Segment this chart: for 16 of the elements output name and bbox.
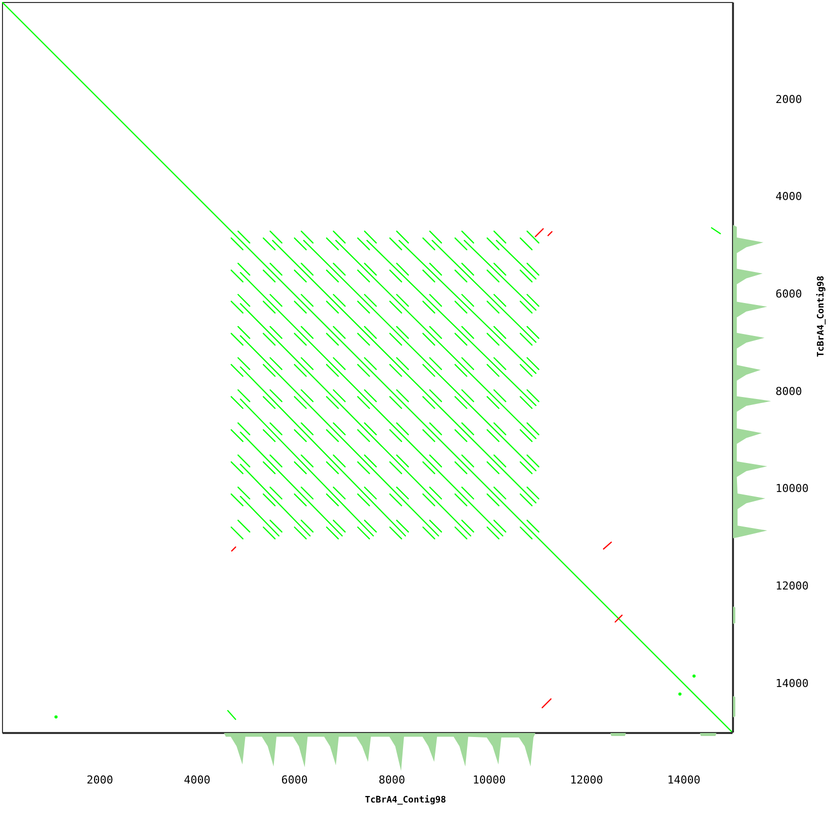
x-tick-label: 10000 [472,774,506,786]
y-tick-label: 8000 [776,384,802,398]
y-tick-label: 12000 [776,580,809,592]
y-tick-label: 14000 [776,676,809,690]
y-tick-label: 6000 [776,288,802,300]
x-tick-label: 14000 [667,774,700,786]
y-tick-label: 4000 [776,190,802,204]
x-tick-label: 12000 [570,774,604,786]
y-axis-title: TcBrA4_Contig98 [816,276,826,358]
x-tick-label: 6000 [281,774,308,786]
x-tick-label: 2000 [86,774,114,786]
y-tick-label: 2000 [776,92,802,106]
y-tick-label: 10000 [776,482,809,496]
x-axis-title: TcBrA4_Contig98 [364,794,446,806]
x-tick-label: 8000 [378,774,406,786]
x-tick-label: 4000 [184,774,210,786]
